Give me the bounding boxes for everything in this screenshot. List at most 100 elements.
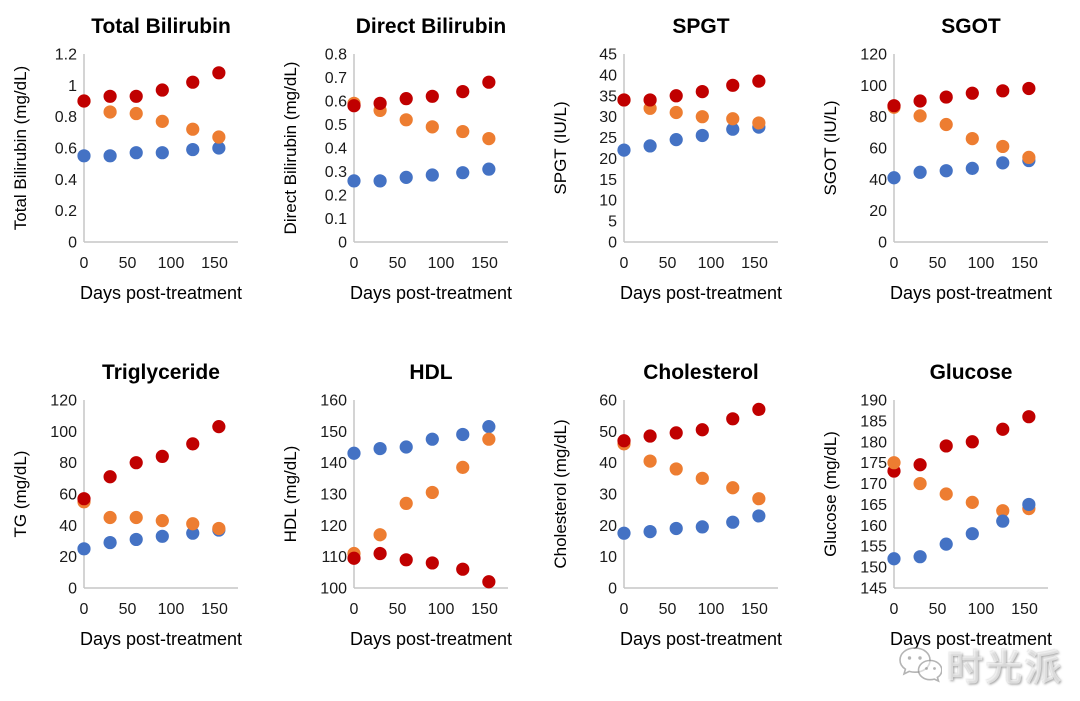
x-tick-label: 100 — [698, 601, 725, 618]
y-tick-label: 160 — [860, 518, 887, 535]
data-point-orange — [887, 456, 901, 470]
y-axis-title: Direct Bilirubin (mg/dL) — [281, 61, 300, 235]
chart-title: HDL — [409, 361, 453, 384]
chart-title: Cholesterol — [643, 361, 759, 384]
data-point-blue — [425, 168, 439, 182]
data-point-blue — [103, 535, 117, 550]
data-point-blue — [617, 526, 631, 540]
data-point-blue — [155, 146, 169, 160]
data-point-red — [965, 435, 979, 449]
data-point-orange — [996, 504, 1010, 518]
y-tick-label: 175 — [860, 455, 887, 472]
chart-title: Glucose — [929, 361, 1013, 384]
y-tick-label: 140 — [320, 455, 347, 472]
y-tick-label: 0.4 — [325, 141, 347, 158]
data-point-blue — [965, 161, 979, 175]
plot-area: 0 20 40 60 80 100 120 0 50 100 150 — [50, 393, 238, 618]
y-tick-label: 20 — [599, 518, 617, 535]
data-point-blue — [643, 139, 657, 153]
plot-area: 0 5 10 15 20 25 30 35 40 45 0 50 100 150 — [599, 47, 778, 272]
chart-title: SPGT — [672, 15, 730, 38]
data-point-red — [939, 90, 953, 104]
data-point-orange — [456, 460, 470, 474]
x-tick-label: 50 — [389, 255, 407, 272]
data-point-orange — [965, 132, 979, 146]
x-tick-label: 0 — [620, 255, 629, 272]
data-point-orange — [996, 139, 1010, 154]
data-point-orange — [726, 112, 740, 126]
data-point-blue — [726, 515, 740, 529]
data-point-red — [347, 551, 361, 565]
y-tick-label: 100 — [860, 78, 887, 95]
y-tick-label: 0.2 — [325, 188, 347, 205]
data-point-orange — [399, 496, 413, 510]
data-point-red — [129, 456, 143, 470]
y-tick-label: 20 — [599, 151, 617, 168]
x-tick-label: 50 — [659, 255, 677, 272]
y-tick-label: 110 — [321, 549, 347, 566]
y-tick-label: 165 — [860, 497, 887, 514]
data-point-blue — [887, 171, 901, 185]
charts-grid: Total Bilirubin Total Bilirubin (mg/dL) … — [11, 8, 1080, 652]
x-tick-label: 100 — [968, 601, 995, 618]
data-point-red — [1022, 410, 1036, 424]
data-point-orange — [669, 105, 683, 120]
data-point-orange — [695, 110, 709, 124]
x-axis-title: Days post-treatment — [79, 283, 243, 303]
data-point-red — [913, 94, 927, 108]
data-point-red — [425, 89, 439, 103]
y-tick-label: 1.2 — [55, 47, 77, 64]
data-point-blue — [996, 514, 1010, 528]
data-point-orange — [643, 454, 657, 468]
x-tick-label: 100 — [428, 601, 455, 618]
data-point-blue — [726, 122, 740, 136]
data-point-red — [726, 412, 740, 426]
y-tick-label: 145 — [860, 581, 887, 598]
y-tick-label: 0.2 — [55, 203, 77, 220]
y-tick-label: 50 — [599, 424, 617, 441]
data-point-red — [617, 434, 631, 448]
y-tick-label: 60 — [59, 487, 77, 504]
y-tick-label: 30 — [599, 109, 617, 126]
chart-glucose: Glucose Glucose (mg/dL) 145 150 155 160 165 1… — [810, 354, 1080, 652]
data-point-red — [669, 426, 683, 440]
x-tick-label: 0 — [350, 601, 359, 618]
data-point-orange — [129, 106, 143, 121]
data-point-orange — [939, 117, 953, 132]
y-axis-title: Cholesterol (mg/dL) — [551, 419, 570, 569]
data-point-red — [399, 553, 413, 567]
data-point-blue — [399, 170, 413, 184]
data-point-orange — [212, 521, 226, 536]
data-point-orange — [425, 120, 439, 134]
data-point-red — [617, 93, 631, 107]
data-point-orange — [399, 113, 413, 127]
y-tick-label: 15 — [599, 172, 617, 189]
data-point-blue — [887, 552, 901, 566]
data-point-blue — [347, 446, 361, 460]
x-axis-title: Days post-treatment — [619, 629, 783, 649]
x-tick-label: 50 — [119, 255, 137, 272]
y-tick-label: 0.5 — [325, 117, 347, 134]
x-tick-label: 50 — [389, 601, 407, 618]
data-point-red — [669, 89, 683, 103]
data-point-blue — [1022, 497, 1036, 512]
data-point-blue — [617, 143, 631, 157]
x-tick-label: 150 — [471, 601, 498, 618]
data-point-red — [996, 84, 1010, 98]
y-tick-label: 5 — [608, 214, 617, 231]
data-point-red — [103, 470, 117, 484]
chart-title: Triglyceride — [102, 361, 220, 384]
x-tick-label: 0 — [80, 255, 89, 272]
x-tick-label: 50 — [119, 601, 137, 618]
chart-spgt: SPGT SPGT (IU/L) 0 5 10 15 20 25 30 35 40 45 0 50 10… — [540, 8, 810, 306]
data-point-red — [155, 449, 169, 463]
data-point-orange — [373, 528, 387, 542]
y-tick-label: 0 — [608, 235, 617, 252]
data-point-blue — [939, 537, 953, 551]
data-point-orange — [212, 130, 226, 144]
data-point-blue — [996, 156, 1010, 170]
y-tick-label: 60 — [869, 141, 887, 158]
data-point-orange — [103, 510, 117, 525]
y-tick-label: 60 — [599, 393, 617, 410]
x-tick-label: 100 — [158, 601, 185, 618]
